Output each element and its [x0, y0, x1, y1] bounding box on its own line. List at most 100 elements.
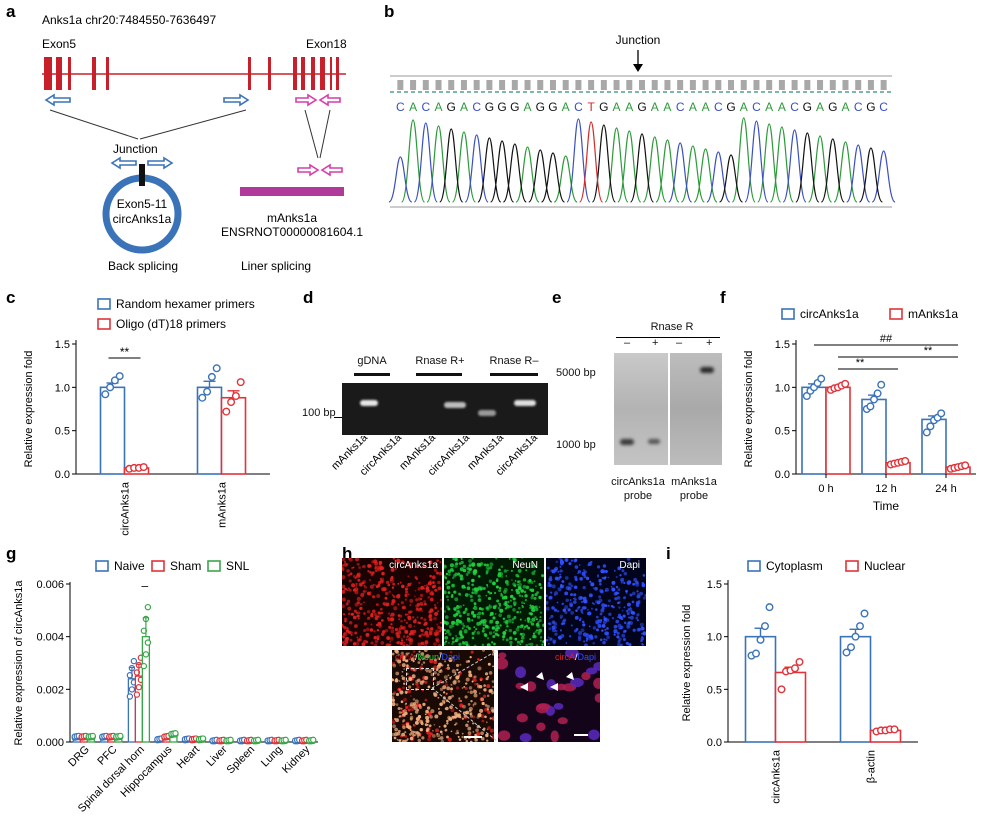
data-point	[846, 643, 855, 652]
legend-swatch	[97, 318, 111, 330]
data-point	[115, 372, 124, 381]
micro-tile-zoom: circA/Dapi	[498, 650, 600, 742]
base-letter: C	[574, 100, 583, 114]
exon-block	[311, 57, 315, 90]
linear-name-label: mAnks1a	[267, 211, 317, 225]
trace-G	[439, 124, 883, 203]
base-letter: A	[816, 100, 824, 114]
gel-image	[342, 383, 548, 435]
quality-bar	[486, 80, 493, 90]
panel-h-microscopy: circAnks1a NeuN Dapi circA/Neun/Dapi cir…	[342, 558, 660, 820]
significance-mark: **	[924, 345, 933, 357]
data-point	[144, 603, 152, 611]
lane-sign: +	[706, 337, 713, 349]
x-tick-label: Spleen	[225, 744, 258, 777]
base-letter: G	[536, 100, 545, 114]
base-letter: A	[740, 100, 748, 114]
quality-bars	[397, 80, 887, 90]
x-tick-label: circAnks1a	[120, 481, 132, 536]
base-letter: A	[524, 100, 532, 114]
quality-bar	[842, 80, 849, 90]
y-tick-label: 0.004	[36, 632, 64, 644]
data-point	[760, 622, 769, 631]
bar	[801, 386, 827, 475]
exon-block	[293, 57, 297, 90]
data-point	[751, 649, 760, 658]
quality-bar	[613, 80, 620, 90]
panel-label-h: h	[342, 544, 353, 563]
data-point	[117, 732, 124, 740]
data-point	[937, 409, 946, 418]
x-tick-label: PFC	[95, 744, 119, 768]
base-letter: C	[790, 100, 799, 114]
base-letter: T	[587, 100, 595, 114]
legend-swatch	[781, 308, 795, 320]
base-letter: A	[562, 100, 570, 114]
gel-header-rnaser-plus: Rnase R+	[415, 355, 465, 367]
y-tick-label: 1.0	[55, 382, 70, 394]
y-tick-label: 1.0	[775, 382, 790, 394]
quality-bar	[588, 80, 595, 90]
primer-arrow-icon	[295, 93, 318, 107]
data-point	[841, 379, 850, 388]
data-point	[199, 735, 207, 742]
base-letter: C	[714, 100, 723, 114]
gel-header-gdna: gDNA	[357, 355, 387, 367]
primer-arrow-icon	[297, 163, 320, 177]
y-tick-label: 1.0	[707, 632, 722, 644]
primer-arrow-right-icon	[223, 93, 250, 107]
y-tick-label: 0.5	[707, 684, 722, 696]
legend-swatch	[151, 560, 165, 572]
base-letter: G	[599, 100, 608, 114]
data-point	[106, 383, 115, 392]
base-letter: A	[435, 100, 443, 114]
panel-label-a: a	[6, 2, 16, 21]
legend-label: circAnks1a	[800, 307, 859, 321]
base-letter: A	[663, 100, 671, 114]
micro-tile-neun: NeuN	[444, 558, 544, 646]
probe-label-circ: circAnks1a probe	[611, 476, 665, 502]
x-tick-label: circAnks1a	[771, 749, 783, 804]
panel-e-northern: Rnase R – + – + 5000 bp 1000 bp circAnks…	[552, 315, 722, 540]
significance-mark: **	[120, 345, 130, 359]
significance-mark: –	[142, 578, 149, 592]
legend-label: Cytoplasm	[766, 559, 823, 573]
quality-bar	[689, 80, 696, 90]
y-axis-label: Relative expression of circAnks1a	[13, 580, 25, 746]
rnaser-header: Rnase R	[650, 321, 694, 333]
data-point	[222, 407, 231, 416]
data-point	[133, 691, 141, 698]
data-point	[866, 402, 875, 411]
quality-bar	[817, 80, 824, 90]
base-letter: C	[472, 100, 481, 114]
quality-bar	[651, 80, 658, 90]
exon-block	[56, 57, 62, 90]
data-point	[135, 684, 143, 691]
quality-bar	[448, 80, 455, 90]
x-tick-label: 0 h	[818, 483, 833, 495]
trace-A	[401, 117, 858, 203]
micro-tile-dapi: Dapi	[546, 558, 646, 646]
data-point	[877, 380, 886, 389]
quality-bar	[855, 80, 862, 90]
gel-marker-label: 100 bp	[302, 407, 336, 419]
data-point	[110, 376, 119, 385]
data-point	[922, 428, 931, 437]
legend-label: Nuclear	[864, 559, 905, 573]
data-point	[227, 736, 234, 744]
data-point	[855, 622, 864, 631]
quality-bar	[791, 80, 798, 90]
data-point	[860, 609, 869, 618]
base-letter: A	[702, 100, 710, 114]
y-tick-label: 0.5	[55, 426, 70, 438]
x-axis-label: Time	[873, 499, 900, 513]
x-tick-label: 12 h	[875, 483, 896, 495]
exon-block	[330, 57, 332, 90]
scale-bar	[464, 736, 482, 738]
bar	[774, 671, 807, 743]
panel-label-c: c	[6, 288, 16, 307]
primer-arrow-icon	[318, 93, 341, 107]
data-point	[254, 736, 262, 744]
zoom-channel-label: circA/Dapi	[554, 652, 596, 662]
circ-name-label: circAnks1a	[113, 212, 172, 226]
